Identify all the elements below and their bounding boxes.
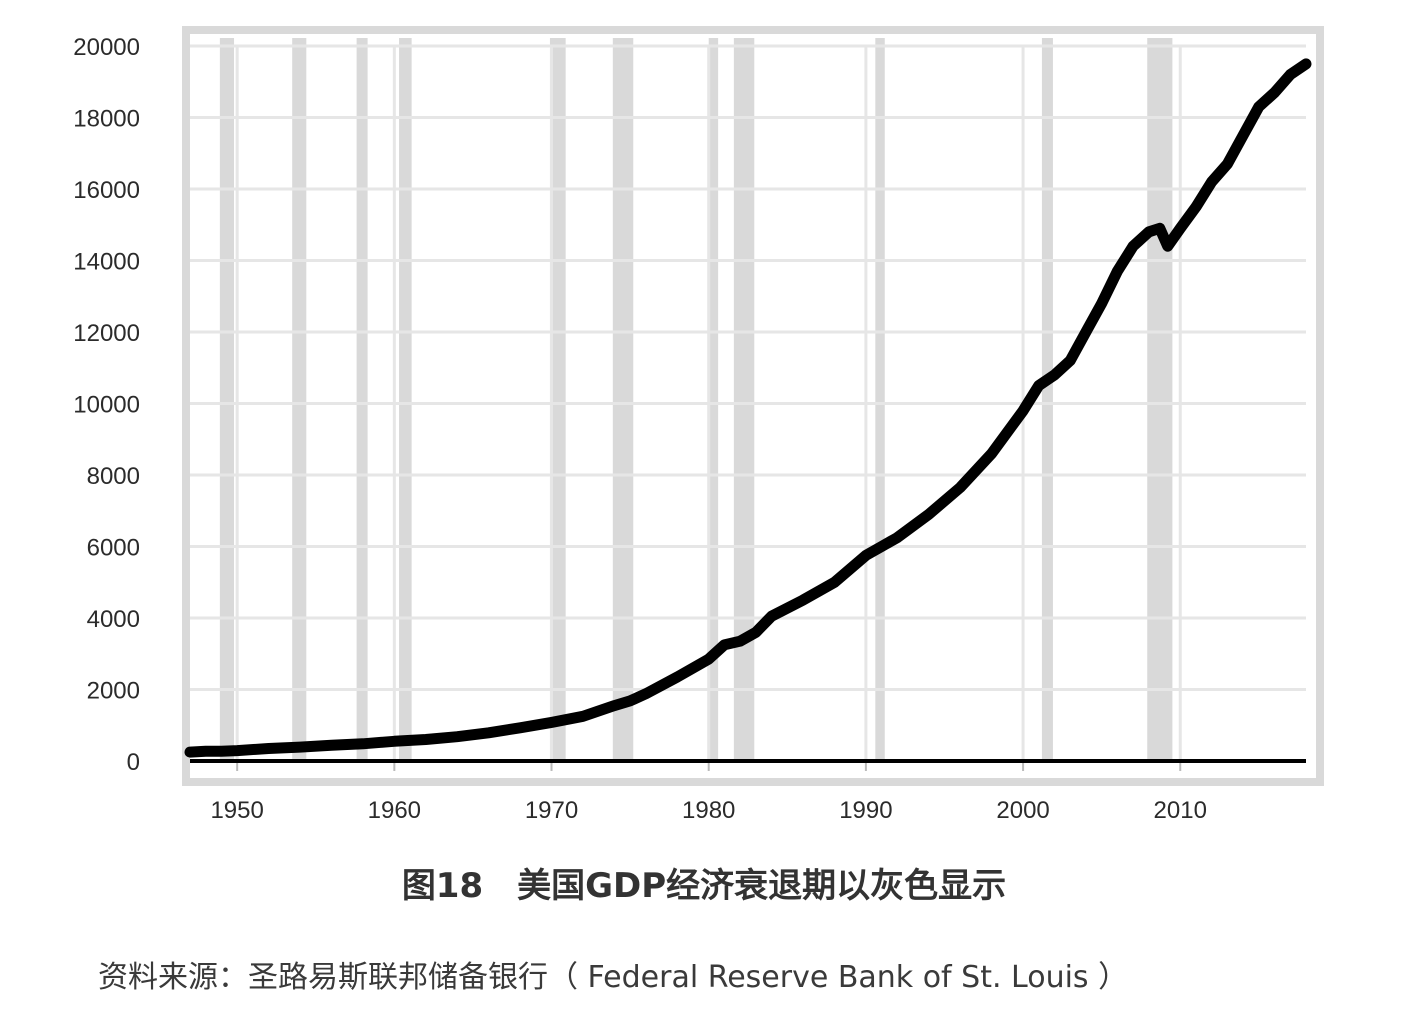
recession-band bbox=[612, 38, 634, 761]
y-tick-label: 2000 bbox=[87, 678, 140, 705]
x-axis-ticks: 1950 1960 1970 1980 1990 2000 2010 bbox=[210, 761, 1207, 824]
y-tick-label: 12000 bbox=[73, 320, 140, 347]
y-tick-label: 6000 bbox=[87, 535, 140, 562]
y-tick-label: 0 bbox=[127, 749, 140, 776]
y-tick-label: 20000 bbox=[73, 34, 140, 61]
recession-bands bbox=[219, 38, 1173, 761]
x-tick-label: 1990 bbox=[839, 797, 892, 824]
y-tick-label: 4000 bbox=[87, 606, 140, 633]
recession-band bbox=[1147, 38, 1173, 761]
gridlines bbox=[190, 44, 1306, 761]
recession-band bbox=[219, 38, 235, 761]
y-tick-label: 18000 bbox=[73, 106, 140, 133]
recession-band bbox=[356, 38, 368, 761]
data-source: 资料来源：圣路易斯联邦储备银行（ Federal Reserve Bank of… bbox=[98, 960, 1129, 995]
series-layer bbox=[184, 58, 1312, 758]
figure-caption: 图18 美国GDP经济衰退期以灰色显示 bbox=[401, 866, 1007, 906]
x-tick-label: 1950 bbox=[210, 797, 263, 824]
y-tick-label: 8000 bbox=[87, 463, 140, 490]
x-tick-label: 1980 bbox=[682, 797, 735, 824]
y-tick-label: 10000 bbox=[73, 392, 140, 419]
x-tick-label: 1970 bbox=[525, 797, 578, 824]
y-axis-ticks: 0 2000 4000 6000 8000 10000 12000 14000 16000 180… bbox=[73, 34, 140, 776]
recession-band bbox=[733, 38, 755, 761]
y-tick-label: 14000 bbox=[73, 249, 140, 276]
gdp-series-line bbox=[184, 58, 1312, 758]
recession-band bbox=[708, 38, 719, 761]
x-tick-label: 1960 bbox=[368, 797, 421, 824]
y-tick-label: 16000 bbox=[73, 177, 140, 204]
x-tick-label: 2000 bbox=[996, 797, 1049, 824]
recession-band bbox=[399, 38, 412, 761]
x-tick-label: 2010 bbox=[1154, 797, 1207, 824]
recession-band bbox=[292, 38, 307, 761]
recession-band bbox=[875, 38, 885, 761]
recession-band bbox=[549, 38, 566, 761]
recession-band bbox=[1041, 38, 1053, 761]
